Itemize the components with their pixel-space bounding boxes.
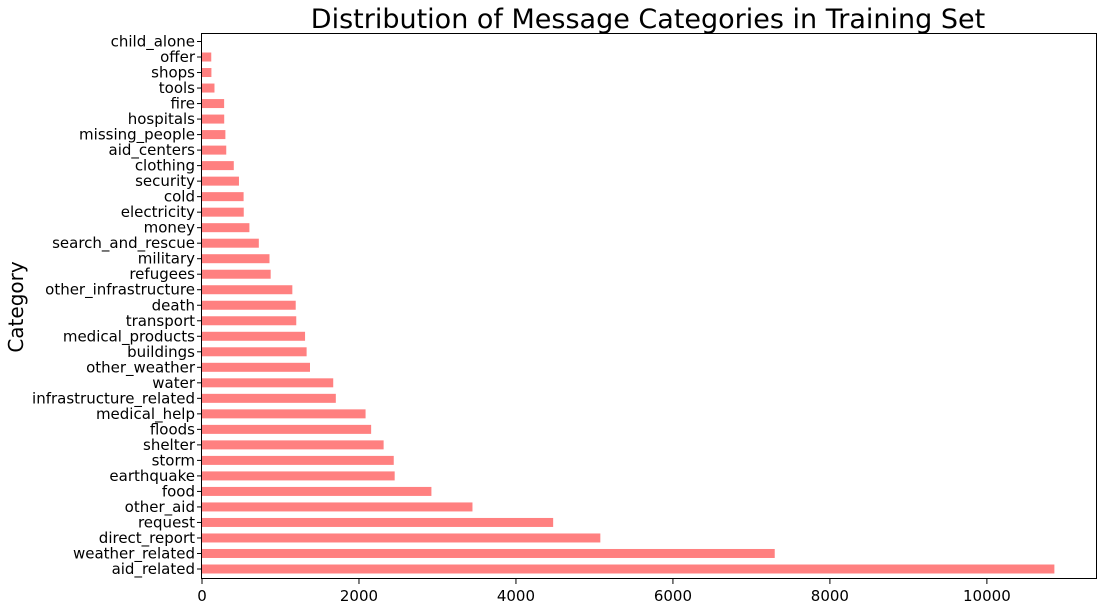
bar-food: [202, 486, 432, 496]
y-tick-label: fire: [170, 95, 195, 113]
y-tick-label: water: [152, 374, 196, 392]
y-tick-label: clothing: [135, 157, 195, 175]
y-tick-label: refugees: [129, 265, 195, 283]
bar-search_and_rescue: [202, 238, 259, 248]
y-tick-label: storm: [152, 451, 195, 469]
y-tick-label: weather_related: [73, 544, 195, 563]
y-tick-label: direct_report: [99, 529, 195, 548]
y-tick-label: electricity: [121, 203, 195, 221]
plot-frame: [201, 33, 1097, 579]
bar-weather_related: [202, 548, 775, 558]
y-tick-label: death: [152, 296, 195, 314]
y-tick-label: child_alone: [111, 33, 195, 52]
bar-death: [202, 300, 296, 310]
bar-medical_products: [202, 331, 306, 341]
y-tick-label: tools: [159, 79, 195, 97]
bar-transport: [202, 316, 297, 326]
y-tick-label: earthquake: [109, 467, 195, 485]
y-tick-label: floods: [150, 420, 195, 438]
bar-offer: [202, 52, 212, 62]
y-tick-label: other_infrastructure: [45, 281, 195, 300]
bar-other_weather: [202, 362, 310, 372]
bar-missing_people: [202, 130, 226, 140]
y-tick-label: food: [162, 482, 195, 500]
bar-clothing: [202, 161, 234, 171]
y-tick-label: offer: [160, 48, 196, 66]
bar-direct_report: [202, 533, 601, 543]
bar-other_aid: [202, 502, 473, 512]
bar-shelter: [202, 440, 384, 450]
bar-storm: [202, 455, 394, 465]
bar-electricity: [202, 207, 244, 217]
x-tick-label: 2000: [340, 587, 378, 605]
x-tick-label: 0: [197, 587, 207, 605]
bar-other_infrastructure: [202, 285, 293, 295]
y-tick-label: other_aid: [125, 498, 195, 517]
y-tick-label: medical_products: [63, 327, 195, 346]
y-tick-label: shelter: [143, 436, 196, 454]
bar-buildings: [202, 347, 307, 357]
bars-group: [202, 52, 1055, 574]
bar-shops: [202, 68, 212, 78]
bar-aid_centers: [202, 145, 227, 155]
y-tick-label: medical_help: [96, 405, 195, 424]
bar-hospitals: [202, 114, 225, 124]
bar-aid_related: [202, 564, 1055, 574]
y-tick-label: military: [138, 250, 195, 268]
y-tick-label: request: [138, 513, 195, 531]
bar-request: [202, 517, 554, 527]
y-tick-label: aid_related: [112, 560, 195, 579]
chart-title: Distribution of Message Categories in Tr…: [311, 4, 985, 35]
y-tick-label: other_weather: [86, 358, 196, 377]
x-tick-label: 4000: [497, 587, 535, 605]
y-tick-label: shops: [151, 64, 195, 82]
y-tick-label: aid_centers: [109, 141, 196, 160]
bar-floods: [202, 424, 372, 434]
bar-earthquake: [202, 471, 395, 481]
bar-security: [202, 176, 239, 186]
y-tick-label: buildings: [127, 343, 195, 361]
x-tick-label: 6000: [654, 587, 692, 605]
bar-cold: [202, 192, 244, 202]
y-tick-label: missing_people: [79, 126, 195, 145]
y-tick-label: cold: [164, 188, 195, 206]
y-tick-label: security: [135, 172, 195, 190]
x-ticks-group: 0 2000 4000 6000 8000 10000: [197, 579, 1011, 605]
bar-tools: [202, 83, 215, 93]
bar-infrastructure_related: [202, 393, 336, 403]
bar-military: [202, 254, 270, 264]
y-tick-label: hospitals: [128, 110, 195, 128]
x-tick-label: 8000: [811, 587, 849, 605]
x-tick-label: 10000: [963, 587, 1011, 605]
bar-water: [202, 378, 334, 388]
bar-refugees: [202, 269, 271, 279]
bar-money: [202, 223, 250, 233]
y-axis-label: Category: [4, 261, 28, 353]
y-tick-label: transport: [126, 312, 195, 330]
y-tick-label: infrastructure_related: [32, 389, 195, 408]
y-ticks-group: aid_relatedweather_relateddirect_reportr…: [32, 33, 202, 579]
y-tick-label: search_and_rescue: [52, 234, 195, 253]
bar-fire: [202, 99, 225, 109]
y-tick-label: money: [144, 219, 196, 237]
bar-medical_help: [202, 409, 366, 419]
